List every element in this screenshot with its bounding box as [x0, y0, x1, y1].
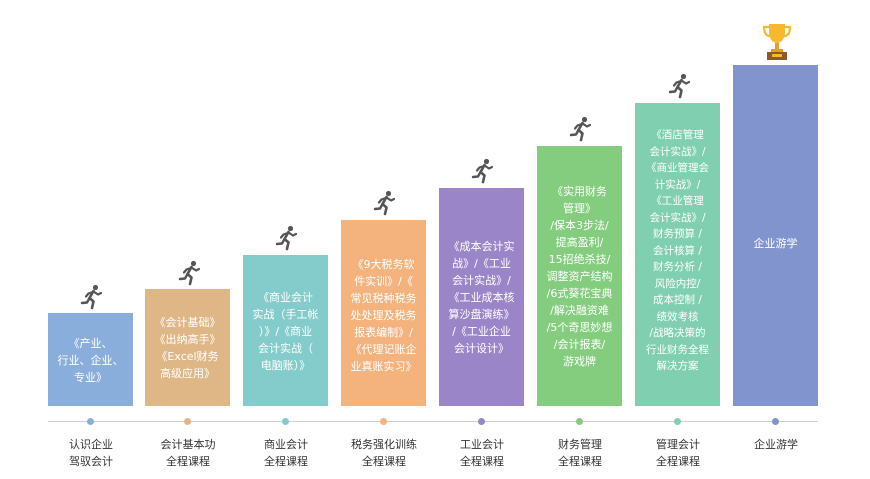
step-box-8: 企业游学 [733, 65, 818, 406]
timeline-dot [674, 418, 681, 425]
stage-label-6: 财务管理 全程课程 [558, 438, 602, 468]
step-box-5: 《成本会计实 战》/《工业 会计实战》/ 《工业成本核 算沙盘演练》 /《工业企… [439, 188, 524, 406]
step-box-7: 《酒店管理 会计实战》/ 《商业管理会 计实战》/ 《工业管理 会计实战》/ 财… [635, 103, 720, 406]
running-person-icon [372, 190, 398, 216]
stage-label-7: 管理会计 全程课程 [656, 438, 700, 468]
running-person-icon [667, 73, 693, 99]
stage-label-2: 会计基本功 全程课程 [160, 438, 216, 468]
timeline-dot [576, 418, 583, 425]
stage-label-5: 工业会计 全程课程 [460, 438, 504, 468]
step-box-4: 《9大税务软 件实训》/《 常见税种税务 处处理及税务 报表编制》/ 《代理记账… [341, 220, 426, 406]
running-person-icon [470, 158, 496, 184]
running-person-icon [79, 284, 105, 310]
stage-label-3: 商业会计 全程课程 [264, 438, 308, 468]
stage-label-1: 认识企业 驾驭会计 [69, 438, 113, 468]
timeline-dot [772, 418, 779, 425]
timeline-baseline [48, 421, 818, 422]
step-box-2: 《会计基础》 《出纳高手》 《Excel财务 高级应用》 [145, 289, 230, 406]
running-person-icon [274, 225, 300, 251]
step-box-3: 《商业会计 实战（手工帐 ）》/《商业 会计实战（ 电脑账）》 [243, 255, 328, 406]
timeline-dot [478, 418, 485, 425]
step-box-1: 《产业、 行业、企业、 专业》 [48, 313, 133, 406]
running-person-icon [568, 116, 594, 142]
timeline-dot [282, 418, 289, 425]
timeline-dot [87, 418, 94, 425]
step-box-6: 《实用财务 管理》 /保本3步法/ 提高盈利/ 15招绝杀技/ 调整资产结构 /… [537, 146, 622, 406]
stage-label-4: 税务强化训练 全程课程 [351, 438, 417, 468]
timeline-dot [380, 418, 387, 425]
running-person-icon [177, 260, 203, 286]
trophy-icon [762, 22, 792, 62]
stage-label-8: 企业游学 [754, 438, 798, 451]
timeline-dot [184, 418, 191, 425]
